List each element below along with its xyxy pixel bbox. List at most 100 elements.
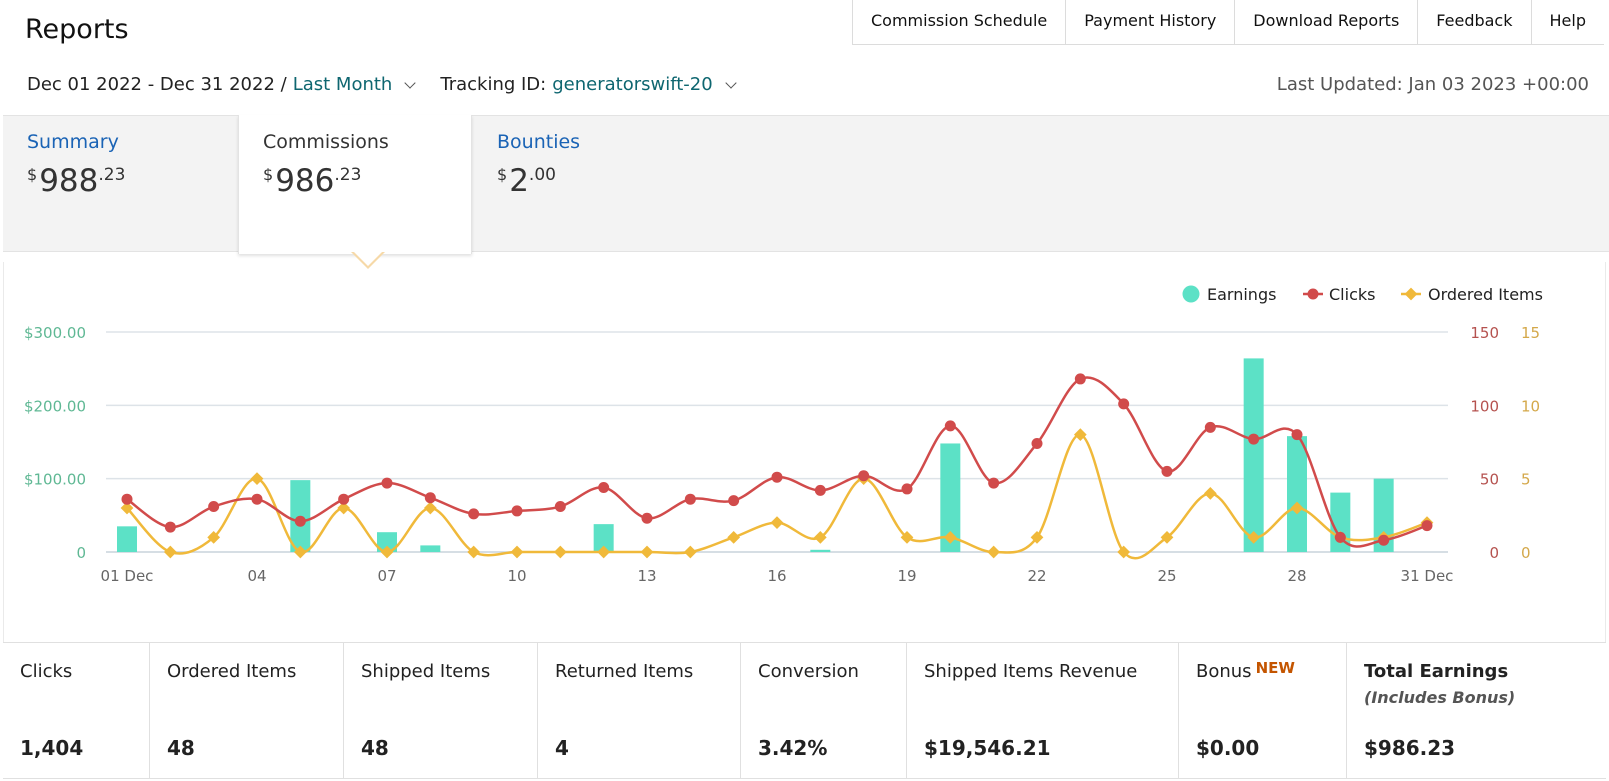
clicks-point	[858, 470, 870, 482]
clicks-point	[1161, 465, 1173, 477]
amount-cents: .00	[528, 165, 556, 185]
ordered-items-point	[120, 501, 134, 515]
clicks-point	[424, 492, 436, 504]
currency-symbol: $	[497, 165, 508, 184]
earnings-chart: 0 $100.00 $200.00 $300.00 0 50 100 150 0 5 10 15 01 …	[24, 285, 1543, 585]
clicks-point	[684, 493, 696, 505]
summary-amount: $988.23	[27, 163, 215, 199]
metric-value: 48	[361, 736, 389, 760]
metric-value: $986.23	[1364, 736, 1456, 760]
x-tick-label: 28	[1287, 567, 1306, 585]
metric-value: $0.00	[1196, 736, 1260, 760]
clicks-point	[771, 471, 783, 483]
currency-symbol: $	[263, 165, 274, 184]
bounties-amount: $2.00	[497, 163, 685, 199]
help-link[interactable]: Help	[1549, 11, 1586, 30]
clicks-point	[164, 521, 176, 533]
y-left-tick-label: $300.00	[24, 324, 86, 342]
payment-history-link[interactable]: Payment History	[1066, 0, 1236, 44]
ordered-items-point	[423, 501, 437, 515]
clicks-point	[381, 477, 393, 489]
ordered-items-point	[727, 530, 741, 544]
chevron-down-icon[interactable]	[404, 76, 417, 89]
chevron-down-icon[interactable]	[725, 76, 737, 89]
earnings-bar	[117, 526, 137, 552]
earnings-bar	[940, 443, 961, 552]
clicks-point	[1378, 534, 1390, 546]
tab-summary[interactable]: Summary $988.23	[3, 115, 239, 252]
ordered-items-point	[770, 516, 784, 530]
ordered-items-line	[126, 433, 1428, 560]
x-tick-label: 25	[1157, 567, 1176, 585]
clicks-point	[511, 505, 523, 517]
metric-total-earnings: Total Earnings (Includes Bonus) $986.23	[1347, 643, 1606, 778]
tab-commissions[interactable]: Commissions $986.23	[238, 115, 472, 254]
legend-clicks-marker	[1307, 288, 1319, 300]
clicks-point	[1031, 437, 1043, 449]
metric-returned-items: Returned Items 4	[538, 643, 741, 778]
metric-label: Ordered Items	[167, 661, 297, 682]
clicks-point	[901, 483, 913, 495]
ordered-items-point	[337, 501, 351, 515]
chart-frame	[3, 262, 1606, 642]
x-tick-label: 10	[507, 567, 526, 585]
clicks-point	[554, 501, 566, 513]
clicks-point	[468, 508, 480, 520]
clicks-point	[598, 481, 610, 493]
top-nav: Commission Schedule Payment History Down…	[852, 0, 1604, 45]
metric-label: Bonus NEW	[1196, 659, 1346, 682]
ordered-items-point	[987, 545, 1001, 559]
active-tab-pointer	[351, 251, 385, 269]
ordered-items-point	[163, 545, 177, 559]
ordered-items-point	[683, 545, 697, 559]
feedback-link[interactable]: Feedback	[1418, 0, 1532, 44]
clicks-point	[728, 495, 740, 507]
date-range: Dec 01 2022 - Dec 31 2022 /	[27, 74, 287, 95]
y-right-items-tick-label: 0	[1521, 544, 1531, 562]
y-right-items-tick-label: 10	[1521, 397, 1540, 415]
clicks-point	[294, 515, 306, 527]
amount-whole: 2	[509, 163, 529, 199]
metric-value: 1,404	[20, 736, 84, 760]
metric-ordered-items: Ordered Items 48	[150, 643, 344, 778]
page-title: Reports	[25, 14, 129, 45]
clicks-point	[121, 493, 133, 505]
tab-label: Summary	[27, 131, 119, 153]
x-tick-label: 04	[247, 567, 266, 585]
ordered-items-point	[640, 545, 654, 559]
y-right-clicks-tick-label: 50	[1480, 471, 1499, 489]
x-tick-label: 19	[897, 567, 916, 585]
x-tick-label: 22	[1027, 567, 1046, 585]
clicks-point	[1118, 398, 1130, 410]
ordered-items-point	[553, 545, 567, 559]
commission-schedule-link[interactable]: Commission Schedule	[853, 0, 1067, 44]
x-tick-label: 01 Dec	[101, 567, 154, 585]
earnings-bar	[810, 549, 831, 552]
metric-shipped-revenue: Shipped Items Revenue $19,546.21	[907, 643, 1179, 778]
filter-bar: Dec 01 2022 - Dec 31 2022 / Last Month T…	[27, 74, 761, 95]
clicks-point	[208, 501, 220, 513]
legend-earnings-marker	[1182, 285, 1200, 303]
clicks-point	[1248, 433, 1260, 445]
tab-bounties[interactable]: Bounties $2.00	[473, 115, 709, 252]
period-dropdown[interactable]: Last Month	[292, 74, 393, 95]
download-reports-link[interactable]: Download Reports	[1235, 0, 1419, 44]
commissions-amount: $986.23	[263, 163, 447, 199]
metric-label: Total Earnings	[1364, 661, 1509, 682]
x-tick-label: 07	[377, 567, 396, 585]
legend-earnings-label: Earnings	[1207, 285, 1276, 304]
ordered-items-point	[1203, 486, 1217, 500]
clicks-point	[988, 477, 1000, 489]
clicks-point	[641, 512, 653, 524]
new-badge: NEW	[1255, 659, 1295, 677]
metric-value: $19,546.21	[924, 736, 1051, 760]
y-right-items-tick-label: 15	[1521, 324, 1540, 342]
clicks-point	[1291, 429, 1303, 441]
metric-label: Returned Items	[555, 661, 694, 682]
y-right-items-tick-label: 5	[1521, 471, 1531, 489]
metric-clicks: Clicks 1,404	[3, 643, 150, 778]
y-right-clicks-tick-label: 100	[1470, 397, 1499, 415]
metric-bonus: Bonus NEW $0.00	[1179, 643, 1347, 778]
last-updated: Last Updated: Jan 03 2023 +00:00	[1276, 74, 1589, 95]
tracking-id-dropdown[interactable]: generatorswift-20	[552, 74, 713, 95]
